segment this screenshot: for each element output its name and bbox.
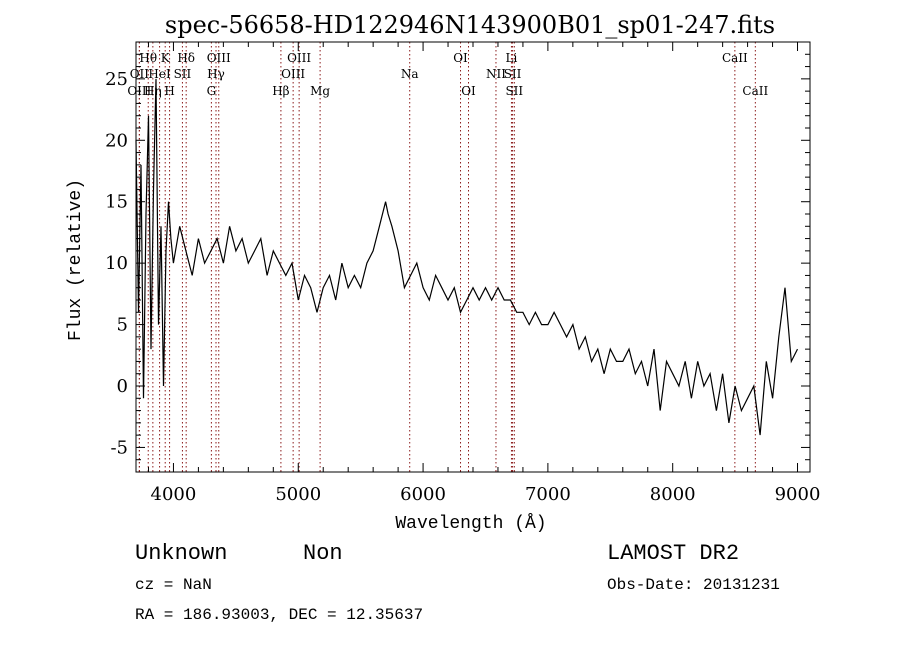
- line-label-9: HeI: [148, 67, 171, 81]
- y-tick-label: 5: [117, 315, 128, 336]
- line-label-4: OIII: [287, 51, 311, 65]
- survey-name: LAMOST DR2: [607, 541, 739, 566]
- chart-title: spec-56658-HD122946N143900B01_sp01-247.f…: [165, 11, 775, 39]
- object-type: Unknown: [135, 541, 227, 566]
- line-label-14: NII: [486, 67, 506, 81]
- line-label-5: OI: [453, 51, 468, 65]
- y-axis: -5 0 5 10 15 20 25: [105, 41, 810, 473]
- line-label-24: CaII: [742, 84, 768, 98]
- x-tick-label: 6000: [400, 484, 446, 505]
- y-tick-label: 15: [105, 192, 128, 213]
- line-label-7: CaII: [722, 51, 748, 65]
- line-label-10: SII: [174, 67, 192, 81]
- plot-frame: [135, 41, 811, 473]
- line-label-6: Li: [506, 51, 518, 65]
- line-label-17: Hη: [144, 84, 162, 98]
- line-label-13: Na: [401, 67, 419, 81]
- y-tick-label: 10: [105, 253, 128, 274]
- line-label-2: Hδ: [177, 51, 195, 65]
- line-label-18: H: [164, 84, 174, 98]
- x-axis-label: Wavelength (Å): [395, 513, 546, 534]
- x-tick-label: 9000: [775, 484, 821, 505]
- x-tick-label: 7000: [525, 484, 571, 505]
- line-label-19: G: [207, 84, 217, 98]
- x-tick-label: 8000: [650, 484, 696, 505]
- ra-dec: RA = 186.93003, DEC = 12.35637: [135, 606, 423, 624]
- line-label-22: OI: [461, 84, 476, 98]
- line-label-20: Hβ: [272, 84, 289, 98]
- y-axis-label: Flux (relative): [66, 179, 86, 341]
- line-label-21: Mg: [310, 84, 330, 98]
- line-label-15: SII: [504, 67, 522, 81]
- line-markers: [138, 42, 756, 472]
- y-tick-label: 0: [117, 376, 128, 397]
- line-label-11: Hγ: [207, 67, 225, 81]
- line-label-8: OII: [130, 67, 150, 81]
- flux-series-line: [135, 78, 799, 436]
- redshift-cz: cz = NaN: [135, 576, 212, 594]
- line-label-3: OIII: [207, 51, 231, 65]
- y-tick-label: 20: [105, 130, 128, 151]
- line-label-23: SII: [505, 84, 523, 98]
- y-tick-label: 25: [105, 69, 128, 90]
- x-tick-label: 4000: [151, 484, 197, 505]
- line-label-12: OIII: [281, 67, 305, 81]
- object-subtype: Non: [303, 541, 343, 566]
- x-axis: 4000 5000 6000 7000 8000 9000: [147, 42, 821, 505]
- line-label-1: K: [161, 51, 171, 65]
- observation-date: Obs-Date: 20131231: [607, 576, 780, 594]
- line-label-0: Hθ: [139, 51, 157, 65]
- x-tick-label: 5000: [275, 484, 321, 505]
- y-tick-label: -5: [110, 437, 128, 458]
